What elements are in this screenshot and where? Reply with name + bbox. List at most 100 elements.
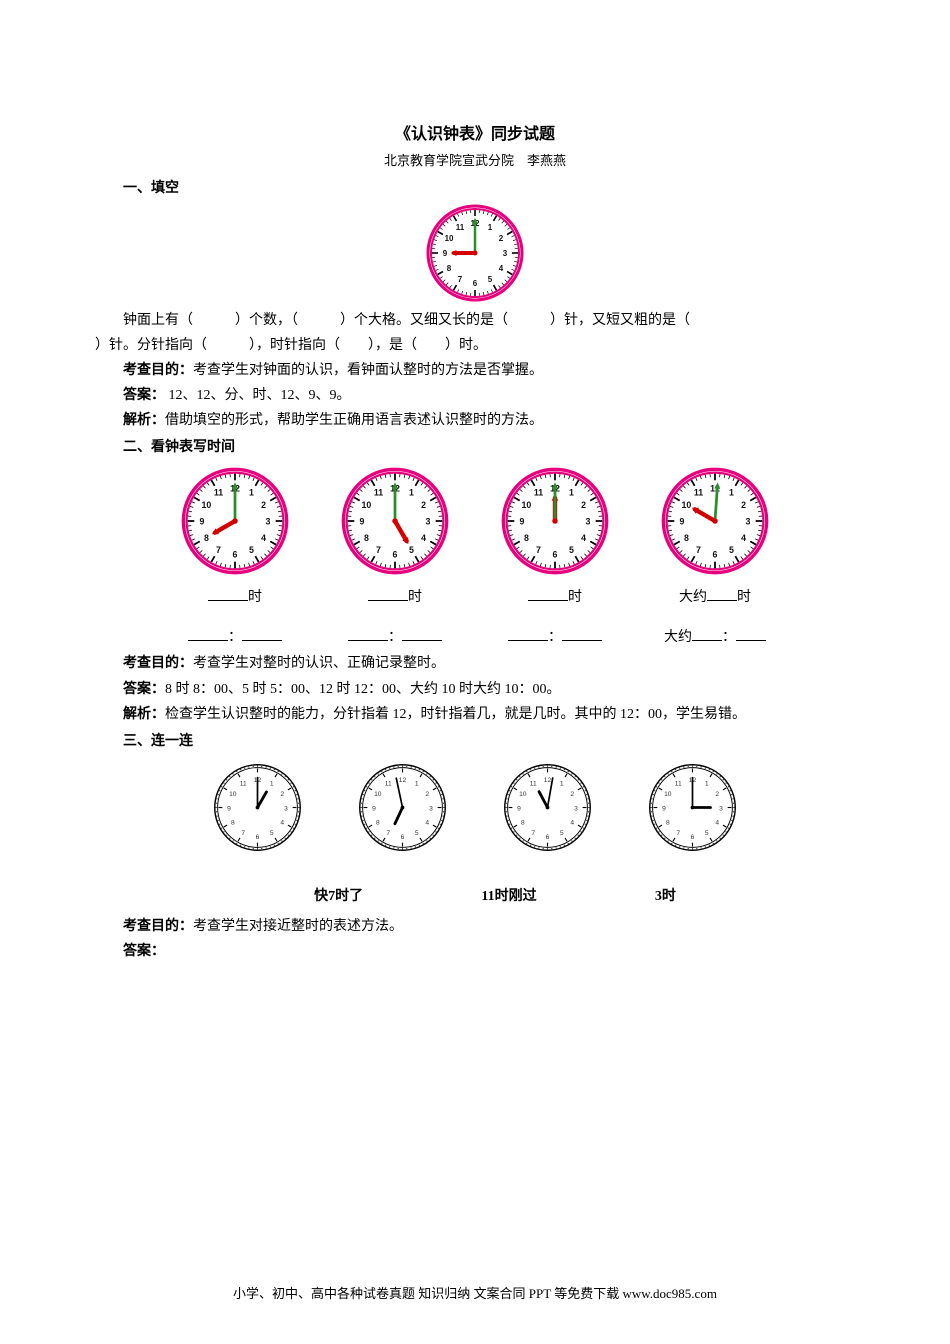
- s3-objective: 考查目的：考查学生对接近整时的表述方法。: [95, 915, 855, 938]
- clock-9-oclock: 123456789101112: [425, 203, 525, 303]
- s2-answer: 答案：8 时 8：00、5 时 5：00、12 时 12：00、大约 10 时大…: [95, 678, 855, 701]
- svg-text:2: 2: [581, 500, 586, 510]
- svg-text:7: 7: [216, 545, 221, 555]
- svg-text:11: 11: [214, 488, 223, 498]
- svg-text:9: 9: [443, 249, 448, 258]
- svg-text:4: 4: [261, 533, 266, 543]
- svg-text:2: 2: [425, 791, 429, 798]
- fill-4a: 大约 时: [679, 586, 751, 606]
- colon: ：: [722, 630, 736, 645]
- unit-shi: 时: [248, 590, 262, 605]
- clock-12: 123456789101112: [500, 466, 610, 576]
- answer-label: 答案：: [123, 944, 165, 959]
- analysis-label: 解析：: [123, 413, 165, 428]
- fill-2a: 时: [368, 586, 422, 606]
- connect-label-2: 11时刚过: [481, 885, 536, 905]
- svg-text:3: 3: [266, 517, 271, 527]
- svg-text:1: 1: [488, 223, 493, 232]
- page-footer: 小学、初中、高中各种试卷真题 知识归纳 文案合同 PPT 等免费下载 www.d…: [95, 1283, 855, 1302]
- section-2-heading: 二、看钟表写时间: [95, 436, 855, 456]
- s1-analysis: 解析：借助填空的形式，帮助学生正确用语言表述认识整时的方法。: [95, 409, 855, 432]
- svg-text:9: 9: [372, 805, 376, 812]
- svg-text:3: 3: [574, 805, 578, 812]
- svg-text:5: 5: [560, 830, 564, 837]
- svg-text:3: 3: [426, 517, 431, 527]
- clock-5: 123456789101112: [340, 466, 450, 576]
- section-1-clock-row: 123456789101112: [95, 203, 855, 303]
- objective-label: 考查目的：: [123, 363, 193, 378]
- svg-text:8: 8: [447, 264, 452, 273]
- unit-shi: 时: [408, 590, 422, 605]
- svg-text:10: 10: [519, 791, 527, 798]
- svg-text:5: 5: [488, 275, 493, 284]
- svg-text:11: 11: [694, 488, 703, 498]
- colon: ：: [388, 630, 402, 645]
- svg-text:11: 11: [534, 488, 543, 498]
- svg-text:11: 11: [385, 780, 392, 787]
- svg-text:8: 8: [524, 533, 529, 543]
- svg-text:4: 4: [581, 533, 586, 543]
- svg-text:8: 8: [376, 819, 380, 826]
- svg-text:11: 11: [374, 488, 383, 498]
- svg-text:7: 7: [376, 545, 381, 555]
- clock-bw-4: 123456789101112: [645, 760, 740, 855]
- svg-text:3: 3: [429, 805, 433, 812]
- s2-objective: 考查目的：考查学生对整时的认识、正确记录整时。: [95, 652, 855, 675]
- svg-text:3: 3: [586, 517, 591, 527]
- answer-label: 答案：: [123, 682, 165, 697]
- svg-text:12: 12: [399, 777, 407, 784]
- svg-text:2: 2: [261, 500, 266, 510]
- svg-text:3: 3: [746, 517, 751, 527]
- clock-about-10: 123456789101112: [660, 466, 770, 576]
- svg-text:2: 2: [421, 500, 426, 510]
- answer-text: 8 时 8：00、5 时 5：00、12 时 12：00、大约 10 时大约 1…: [165, 682, 561, 697]
- s1-objective: 考查目的：考查学生对钟面的认识，看钟面认整时的方法是否掌握。: [95, 359, 855, 382]
- svg-text:5: 5: [270, 830, 274, 837]
- svg-text:7: 7: [386, 830, 390, 837]
- svg-text:5: 5: [409, 545, 414, 555]
- svg-text:6: 6: [546, 834, 550, 841]
- svg-text:7: 7: [536, 545, 541, 555]
- svg-text:8: 8: [231, 819, 235, 826]
- svg-text:6: 6: [256, 834, 260, 841]
- svg-text:1: 1: [249, 488, 254, 498]
- svg-text:11: 11: [456, 223, 465, 232]
- section-1-heading: 一、填空: [95, 177, 855, 197]
- svg-text:1: 1: [560, 780, 564, 787]
- section-3-clock-row: 123456789101112 123456789101112 12345678…: [185, 760, 765, 855]
- connect-labels: 快7时了 11时刚过 3时: [255, 885, 735, 905]
- clock-bw-2: 123456789101112: [355, 760, 450, 855]
- svg-text:5: 5: [249, 545, 254, 555]
- svg-text:2: 2: [499, 234, 504, 243]
- svg-text:12: 12: [544, 777, 552, 784]
- page-subtitle: 北京教育学院宣武分院 李燕燕: [95, 150, 855, 169]
- connect-label-3: 3时: [655, 885, 676, 905]
- section-2-clock-row: 123456789101112 时 ： 123456789101112 时 ： …: [155, 466, 795, 646]
- svg-text:10: 10: [202, 500, 212, 510]
- svg-text:2: 2: [741, 500, 746, 510]
- svg-text:7: 7: [676, 830, 680, 837]
- objective-text: 考查学生对接近整时的表述方法。: [193, 919, 403, 934]
- question-1-line1: 钟面上有（ ）个数，（ ）个大格。又细又长的是（ ）针，又短又粗的是（: [95, 309, 855, 332]
- unit-shi: 时: [737, 590, 751, 605]
- svg-text:1: 1: [270, 780, 274, 787]
- about-prefix: 大约: [679, 590, 707, 605]
- svg-text:5: 5: [705, 830, 709, 837]
- svg-text:4: 4: [715, 819, 719, 826]
- svg-text:4: 4: [741, 533, 746, 543]
- analysis-text: 检查学生认识整时的能力，分针指着 12，时针指着几，就是几时。其中的 12：00…: [165, 707, 746, 722]
- svg-text:7: 7: [531, 830, 535, 837]
- fill-1b: ：: [188, 626, 282, 646]
- clock-cell-4: 123456789101112 大约时 大约：: [660, 466, 770, 646]
- svg-text:3: 3: [284, 805, 288, 812]
- fill-2b: ：: [348, 626, 442, 646]
- colon: ：: [548, 630, 562, 645]
- svg-text:6: 6: [713, 550, 718, 560]
- section-3-heading: 三、连一连: [95, 730, 855, 750]
- page-title: 《认识钟表》同步试题: [95, 120, 855, 144]
- analysis-text: 借助填空的形式，帮助学生正确用语言表述认识整时的方法。: [165, 413, 543, 428]
- svg-text:10: 10: [362, 500, 372, 510]
- svg-text:10: 10: [374, 791, 382, 798]
- objective-label: 考查目的：: [123, 656, 193, 671]
- svg-text:10: 10: [229, 791, 237, 798]
